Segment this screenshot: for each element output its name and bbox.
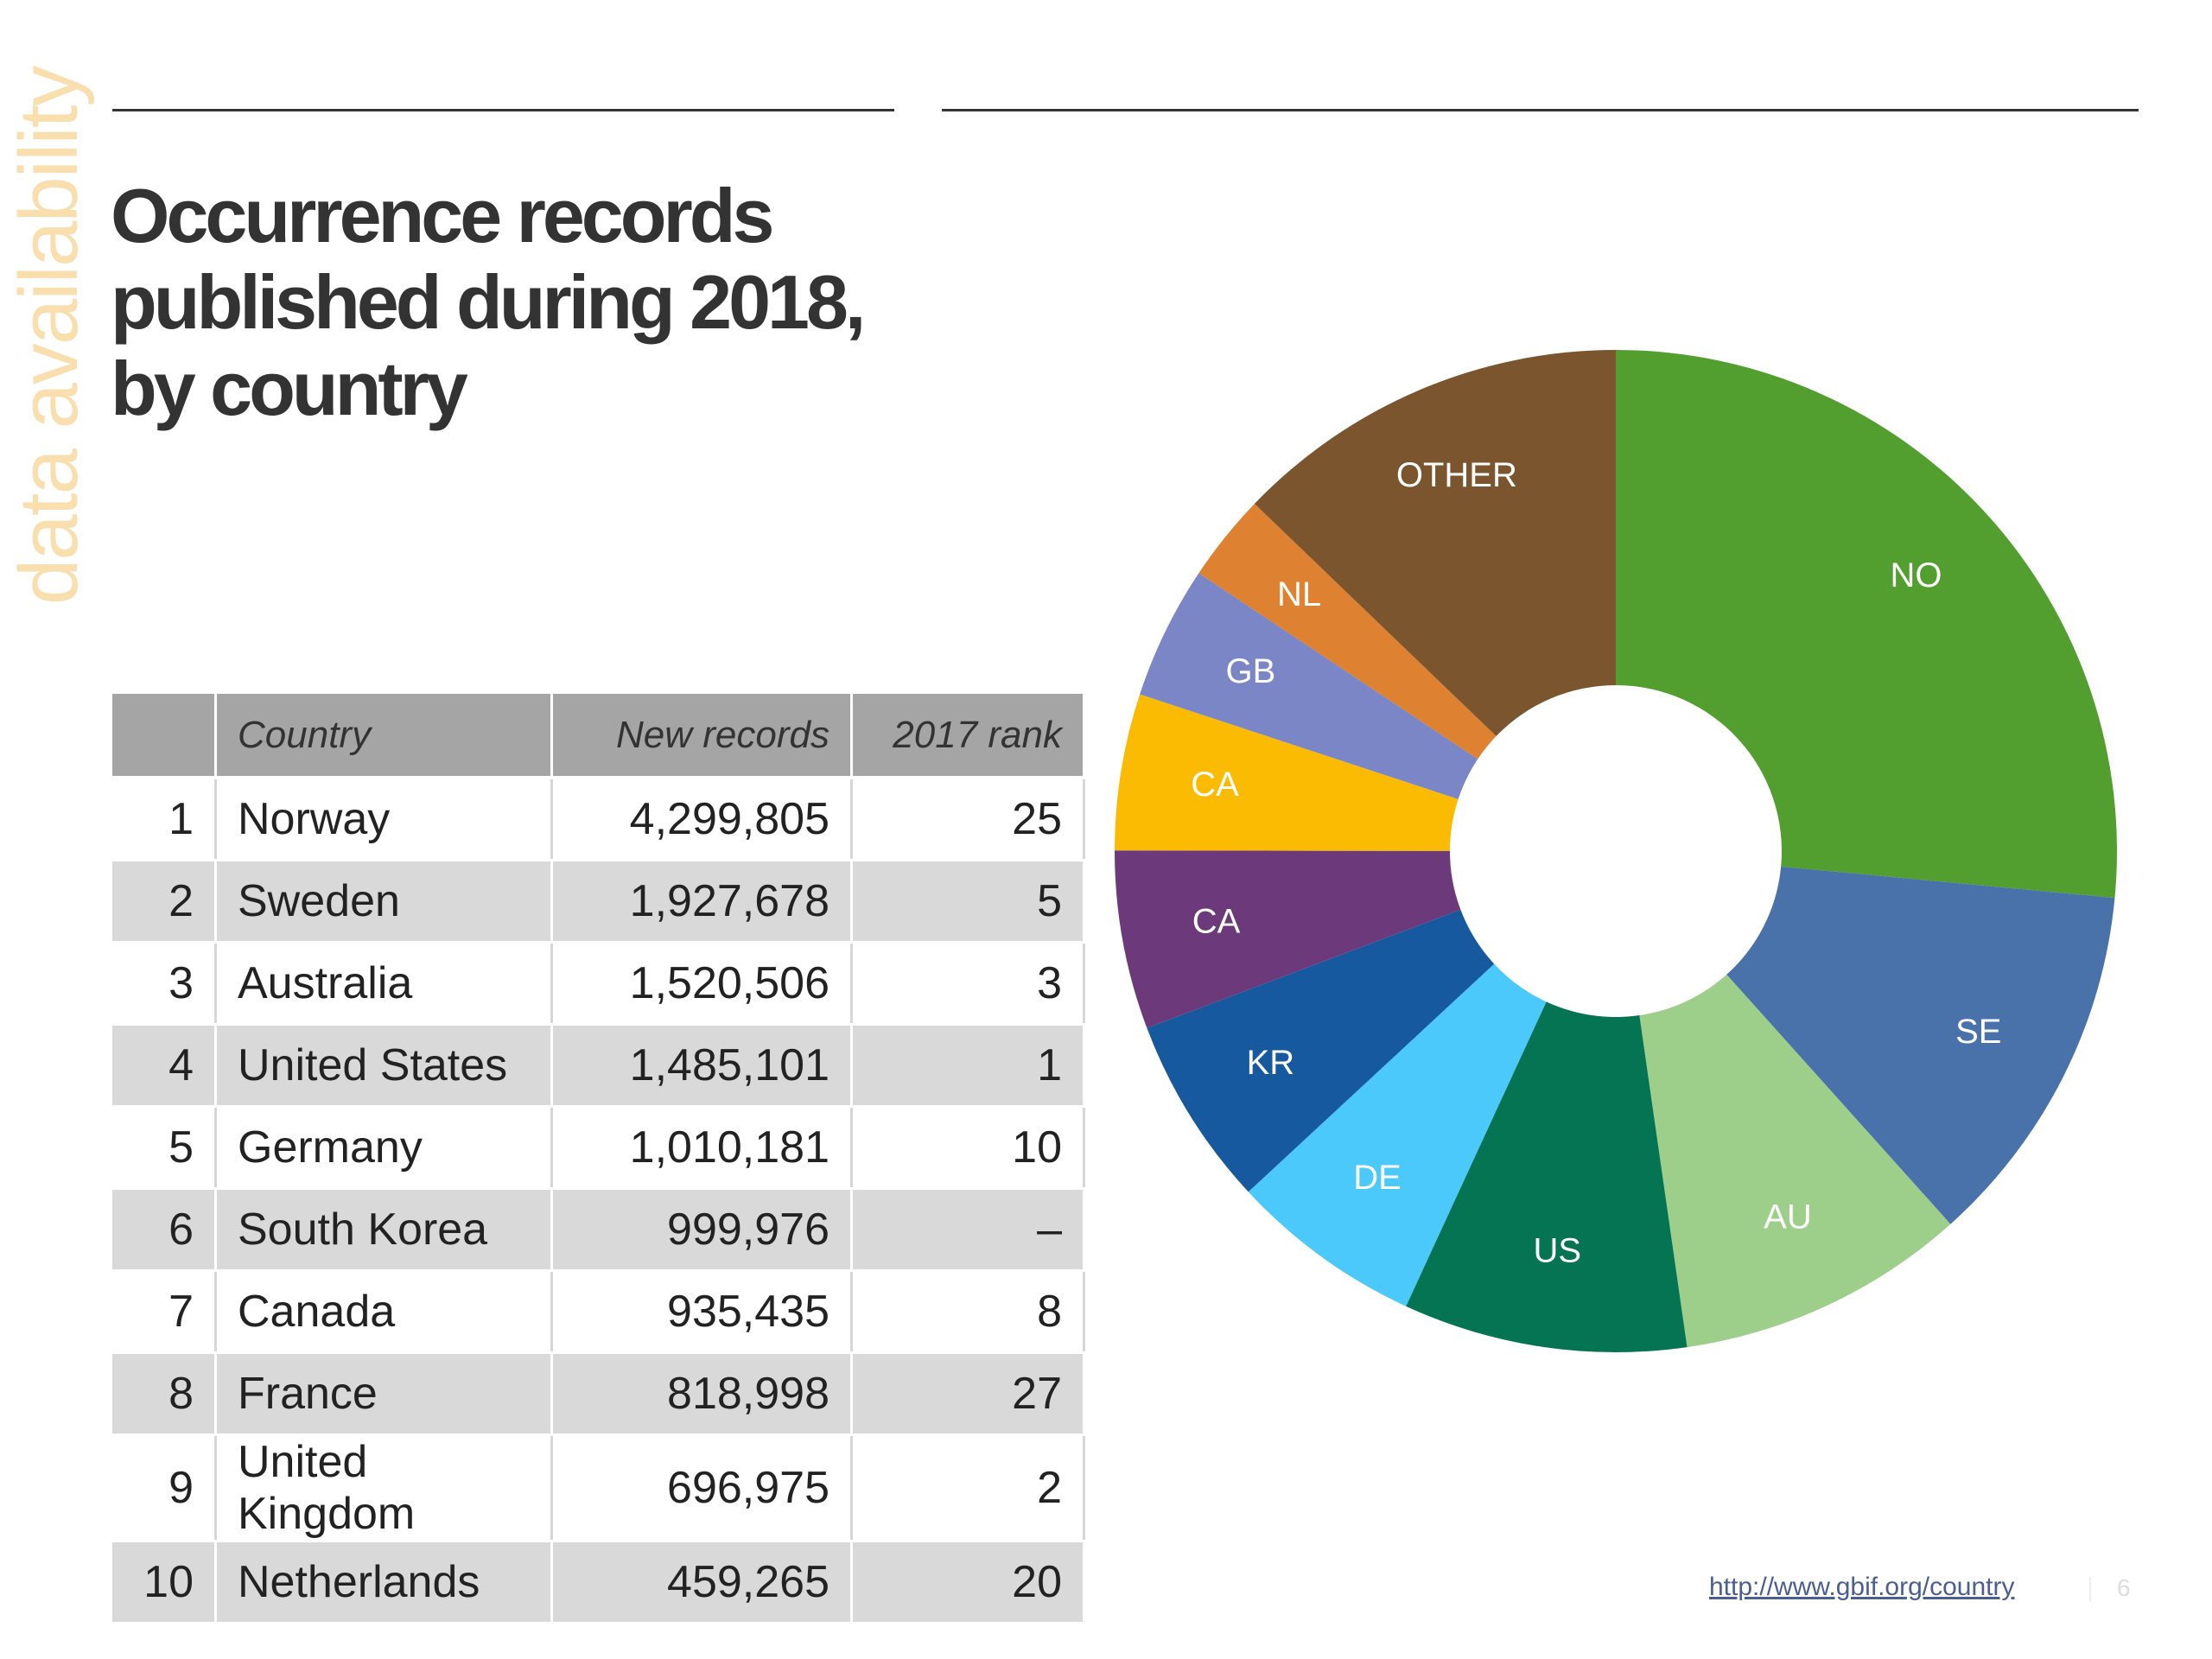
donut-slice-se-1	[1726, 866, 2115, 1224]
previous-rank-cell: 2	[851, 1434, 1085, 1542]
country-cell: Netherlands	[215, 1541, 553, 1624]
new-records-cell: 1,010,181	[551, 1106, 853, 1190]
donut-slice-kr-5	[1147, 909, 1495, 1192]
previous-rank-cell: 20	[851, 1541, 1085, 1624]
table-row: 9 United Kingdom 696,975 2	[112, 1434, 1085, 1542]
rank-cell: 5	[112, 1106, 217, 1190]
new-records-cell: 935,435	[551, 1270, 853, 1354]
country-cell: Canada	[215, 1270, 553, 1354]
rank-cell: 3	[112, 942, 217, 1026]
header-rule-left	[112, 109, 894, 111]
slice-label: SE	[1955, 1013, 2001, 1051]
slice-label: NL	[1277, 575, 1321, 613]
column-header-rank	[112, 694, 217, 779]
column-header-new-records: New records	[551, 694, 853, 779]
slice-label: DE	[1353, 1159, 1402, 1197]
page-number: 6	[2117, 1574, 2131, 1601]
slice-label: AU	[1764, 1198, 1812, 1236]
country-ranking-table: Country New records 2017 rank 1 Norway 4…	[112, 694, 1085, 1624]
header-rule-right	[942, 109, 2139, 111]
rank-cell: 4	[112, 1024, 217, 1108]
table-row: 5 Germany 1,010,181 10	[112, 1106, 1085, 1190]
rank-cell: 1	[112, 778, 217, 861]
slide-title: Occurrence records published during 2018…	[111, 173, 866, 431]
table-row: 6 South Korea 999,976 –	[112, 1188, 1085, 1272]
country-cell: Germany	[215, 1106, 553, 1190]
country-cell: Sweden	[215, 860, 553, 944]
source-link[interactable]: http://www.gbif.org/country	[1709, 1573, 2015, 1601]
slice-label: CA	[1191, 766, 1239, 804]
table-row: 7 Canada 935,435 8	[112, 1270, 1085, 1354]
rank-cell: 7	[112, 1270, 217, 1354]
new-records-cell: 696,975	[551, 1434, 853, 1542]
rank-cell: 9	[112, 1434, 217, 1542]
new-records-cell: 818,998	[551, 1352, 853, 1436]
slice-label: KR	[1247, 1044, 1295, 1082]
table-row: 1 Norway 4,299,805 25	[112, 778, 1085, 861]
table-row: 3 Australia 1,520,506 3	[112, 942, 1085, 1026]
table-header-row: Country New records 2017 rank	[112, 694, 1085, 779]
new-records-cell: 459,265	[551, 1541, 853, 1624]
table-row: 2 Sweden 1,927,678 5	[112, 860, 1085, 944]
slice-label: NO	[1890, 556, 1942, 594]
rank-cell: 2	[112, 860, 217, 944]
country-cell: United Kingdom	[215, 1434, 553, 1542]
country-cell: Norway	[215, 778, 553, 861]
page-number-divider	[2089, 1577, 2091, 1601]
previous-rank-cell: 3	[851, 942, 1085, 1026]
previous-rank-cell: 27	[851, 1352, 1085, 1436]
rank-cell: 10	[112, 1541, 217, 1624]
donut-slice-other-10	[1254, 350, 1616, 736]
slice-label: US	[1533, 1232, 1581, 1270]
previous-rank-cell: 25	[851, 778, 1085, 861]
donut-slice-ca-6	[1115, 850, 1461, 1028]
new-records-cell: 999,976	[551, 1188, 853, 1272]
donut-slice-us-3	[1406, 1001, 1688, 1352]
country-cell: Australia	[215, 942, 553, 1026]
previous-rank-cell: 5	[851, 860, 1085, 944]
table-row: 8 France 818,998 27	[112, 1352, 1085, 1436]
column-header-2017-rank: 2017 rank	[851, 694, 1085, 779]
new-records-cell: 1,927,678	[551, 860, 853, 944]
previous-rank-cell: 1	[851, 1024, 1085, 1108]
new-records-cell: 1,485,101	[551, 1024, 853, 1108]
new-records-cell: 1,520,506	[551, 942, 853, 1026]
country-cell: United States	[215, 1024, 553, 1108]
table-row: 10 Netherlands 459,265 20	[112, 1541, 1085, 1624]
previous-rank-cell: –	[851, 1188, 1085, 1272]
table-row: 4 United States 1,485,101 1	[112, 1024, 1085, 1108]
donut-slice-au-2	[1639, 974, 1951, 1348]
country-cell: South Korea	[215, 1188, 553, 1272]
donut-slice-de-4	[1248, 963, 1547, 1306]
donut-slice-ca-7	[1115, 694, 1459, 851]
column-header-country: Country	[215, 694, 553, 779]
rank-cell: 8	[112, 1352, 217, 1436]
previous-rank-cell: 8	[851, 1270, 1085, 1354]
previous-rank-cell: 10	[851, 1106, 1085, 1190]
slice-label: GB	[1226, 652, 1276, 690]
slice-label: CA	[1192, 903, 1241, 941]
new-records-cell: 4,299,805	[551, 778, 853, 861]
rank-cell: 6	[112, 1188, 217, 1272]
donut-slice-gb-8	[1140, 573, 1478, 799]
country-cell: France	[215, 1352, 553, 1436]
donut-slice-no-0	[1616, 350, 2117, 899]
donut-slice-nl-9	[1198, 504, 1497, 760]
slice-label: OTHER	[1396, 456, 1517, 494]
